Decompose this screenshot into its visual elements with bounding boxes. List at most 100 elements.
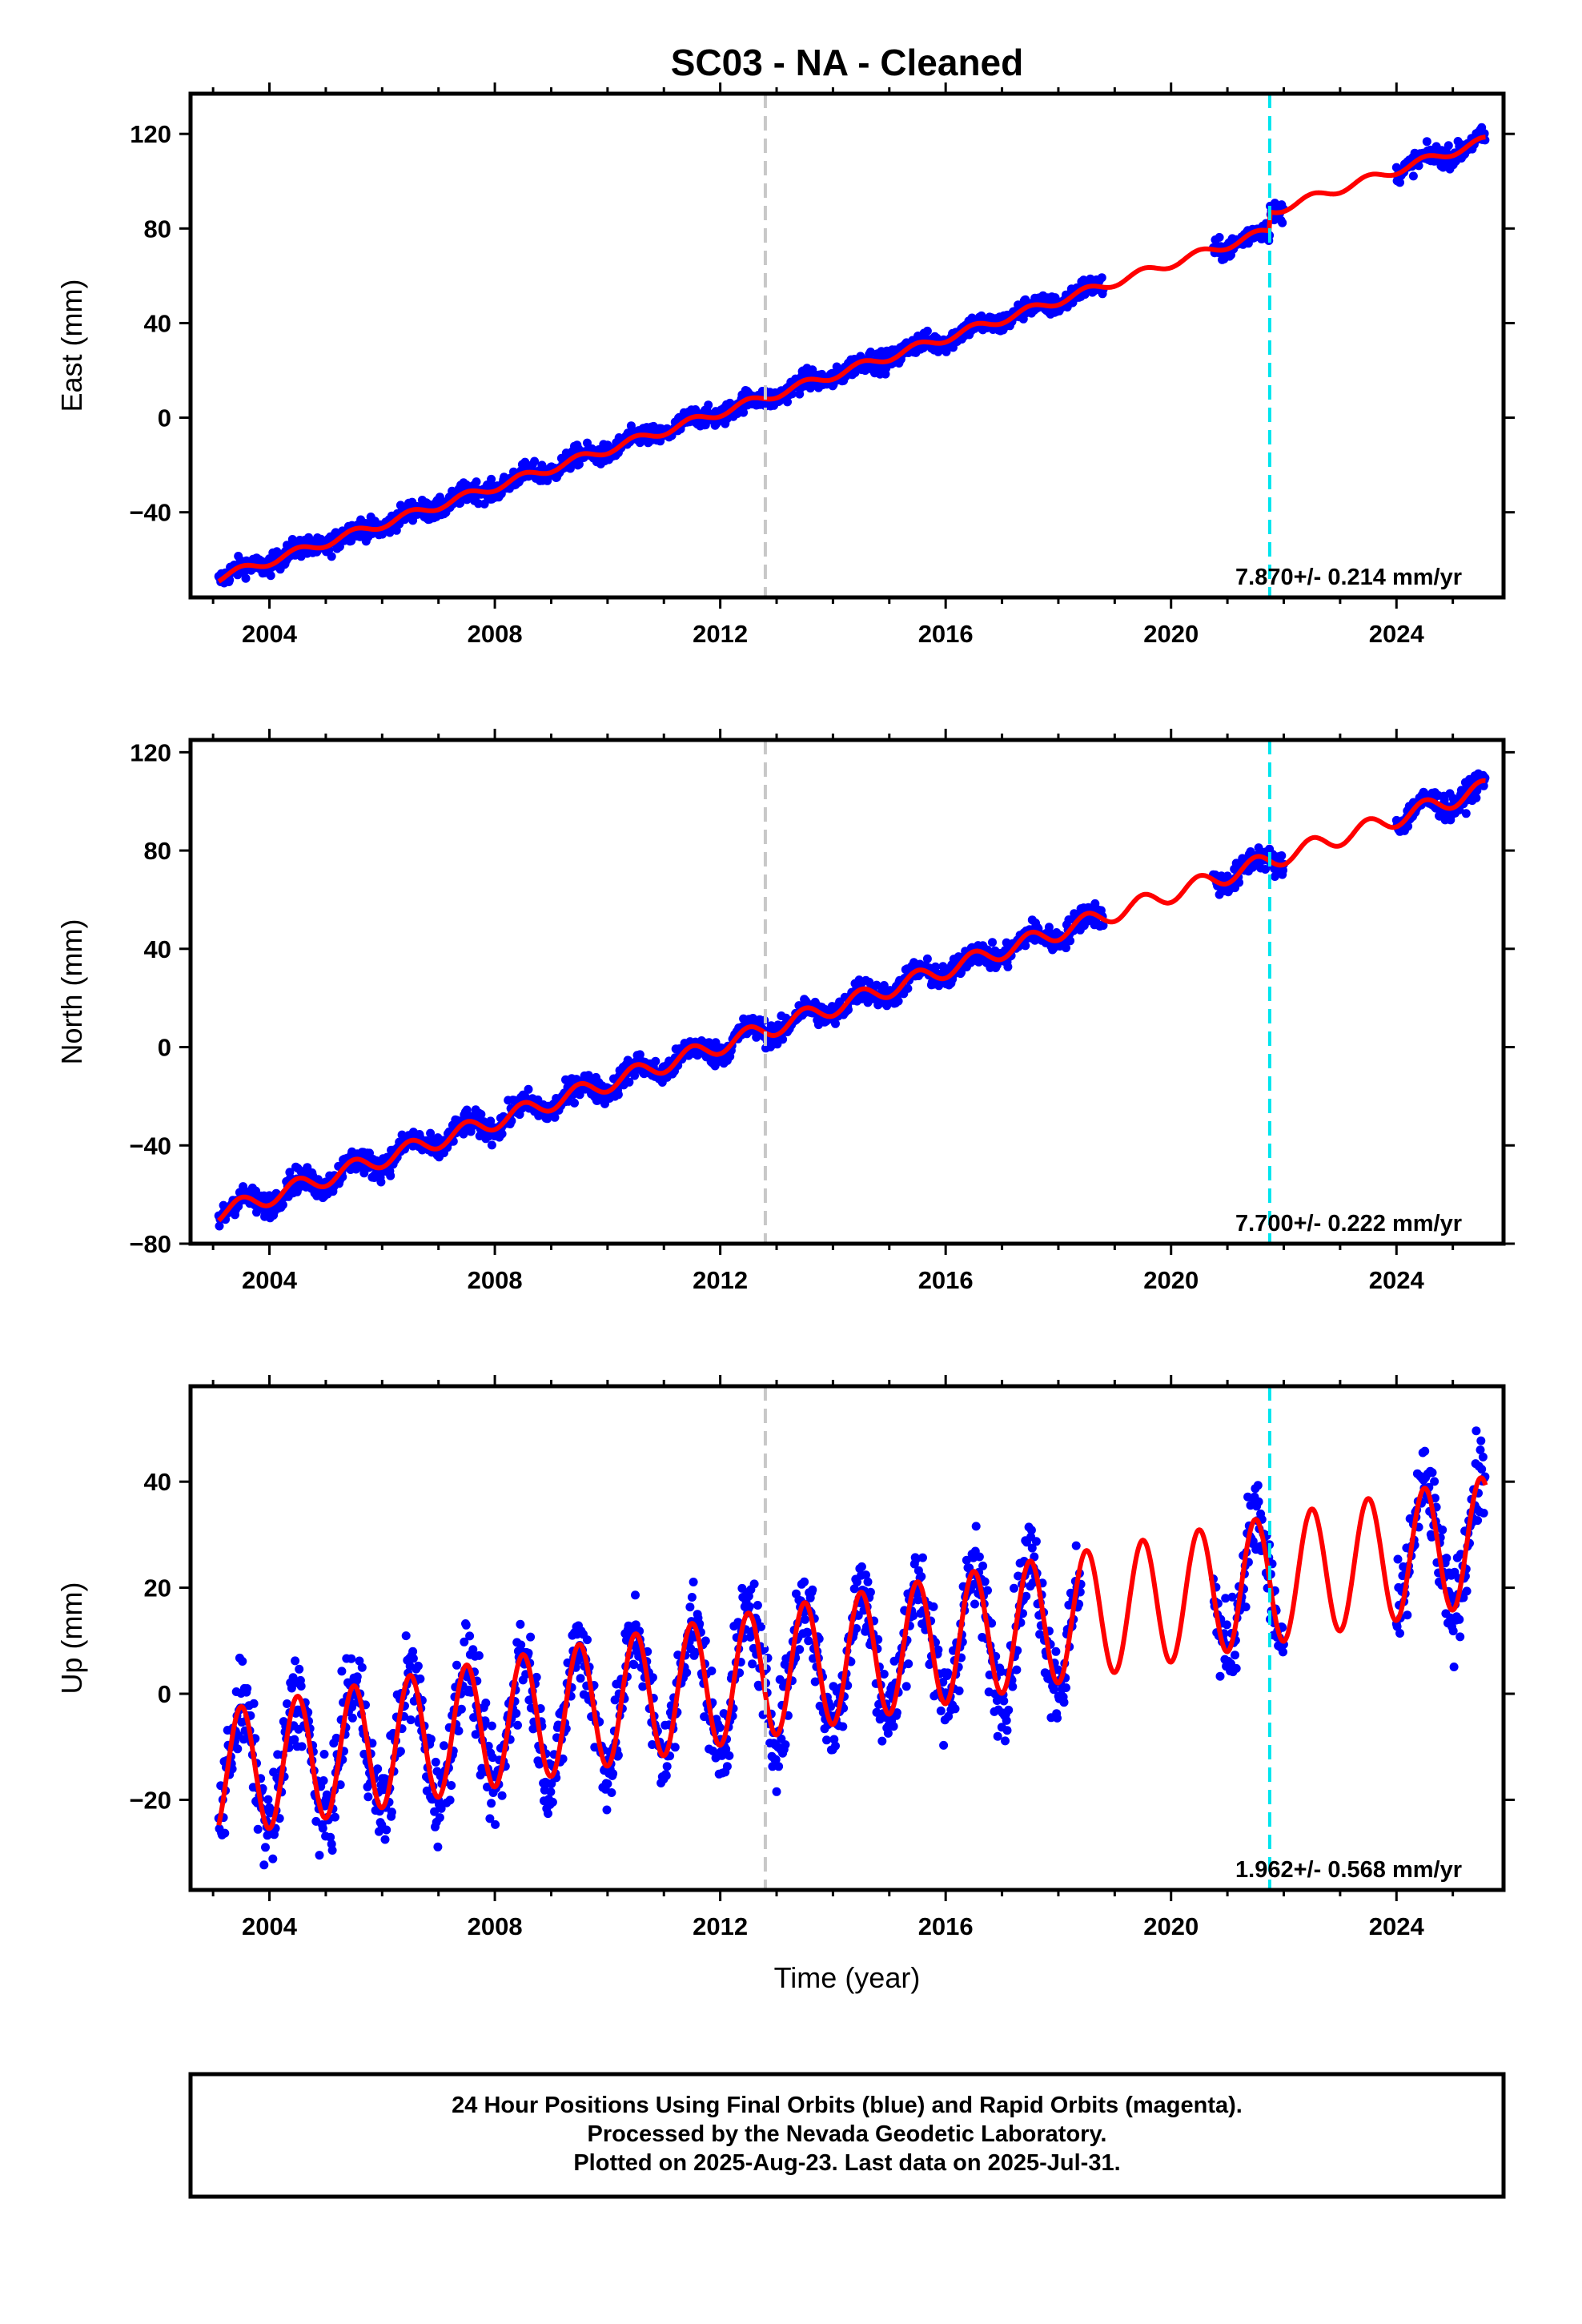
data-point bbox=[335, 1780, 345, 1790]
data-point bbox=[774, 1762, 784, 1771]
data-point bbox=[550, 1112, 560, 1122]
data-point bbox=[808, 1585, 817, 1594]
data-point bbox=[983, 1586, 992, 1595]
data-point bbox=[922, 954, 932, 963]
data-point bbox=[249, 1699, 259, 1708]
data-point bbox=[433, 1842, 443, 1852]
data-point bbox=[795, 1645, 805, 1655]
data-point bbox=[1403, 822, 1413, 831]
data-point bbox=[685, 1602, 695, 1612]
data-point bbox=[238, 1657, 247, 1666]
data-point bbox=[631, 1590, 640, 1600]
data-point bbox=[1227, 1592, 1237, 1602]
rate-label: 1.962+/- 0.568 mm/yr bbox=[1235, 1857, 1462, 1883]
data-point bbox=[1448, 1626, 1458, 1636]
data-point bbox=[544, 1809, 552, 1819]
data-point bbox=[537, 460, 547, 470]
data-point bbox=[931, 962, 940, 971]
data-point bbox=[535, 1759, 544, 1769]
data-point bbox=[380, 1835, 390, 1844]
data-point bbox=[483, 1783, 492, 1791]
data-point bbox=[745, 1602, 754, 1611]
data-point bbox=[918, 1553, 927, 1562]
data-point bbox=[988, 938, 997, 947]
data-point bbox=[748, 1659, 757, 1669]
data-point bbox=[1059, 1698, 1069, 1707]
data-point bbox=[725, 1751, 734, 1760]
y-tick-label: 0 bbox=[158, 1034, 171, 1062]
x-tick-label: 2020 bbox=[1143, 1266, 1199, 1294]
data-point bbox=[452, 1660, 461, 1670]
data-point bbox=[243, 1684, 252, 1693]
x-tick-label: 2024 bbox=[1369, 620, 1425, 648]
data-point bbox=[1420, 1446, 1430, 1456]
data-point bbox=[315, 1851, 324, 1860]
data-point bbox=[974, 1552, 984, 1562]
data-point bbox=[1008, 1682, 1018, 1691]
data-point bbox=[1408, 171, 1418, 181]
plot-area bbox=[214, 94, 1490, 597]
footer-line-2: Processed by the Nevada Geodetic Laborat… bbox=[588, 2121, 1107, 2147]
data-point bbox=[357, 1663, 367, 1672]
data-point bbox=[1231, 1663, 1241, 1673]
data-point bbox=[524, 1084, 533, 1094]
y-tick-label: 20 bbox=[144, 1574, 171, 1602]
data-point bbox=[1253, 1481, 1263, 1490]
data-point bbox=[474, 1651, 484, 1660]
data-point bbox=[1395, 1629, 1404, 1638]
data-point bbox=[278, 1200, 287, 1209]
data-point bbox=[1004, 1705, 1014, 1715]
data-point bbox=[801, 1614, 809, 1624]
chart-title: SC03 - NA - Cleaned bbox=[671, 42, 1024, 83]
data-point bbox=[1097, 273, 1106, 283]
data-point bbox=[472, 477, 481, 487]
data-point bbox=[893, 996, 903, 1006]
data-point bbox=[1235, 878, 1244, 887]
data-point bbox=[548, 1797, 557, 1807]
data-point bbox=[800, 1577, 809, 1586]
data-point bbox=[268, 1854, 278, 1864]
data-point bbox=[901, 1682, 911, 1691]
data-point bbox=[936, 1706, 946, 1715]
data-point bbox=[1449, 1663, 1459, 1671]
data-point bbox=[331, 1812, 339, 1822]
data-point bbox=[701, 1636, 710, 1646]
data-point bbox=[413, 1661, 423, 1671]
data-point bbox=[1395, 178, 1404, 187]
data-point bbox=[396, 1747, 405, 1756]
data-point bbox=[406, 1715, 416, 1725]
data-point bbox=[513, 1720, 522, 1730]
data-point bbox=[295, 1664, 304, 1674]
data-point bbox=[978, 1561, 988, 1570]
y-tick-label: 80 bbox=[144, 215, 171, 243]
data-point bbox=[374, 1827, 383, 1836]
data-point bbox=[1062, 943, 1070, 953]
data-point bbox=[266, 571, 275, 581]
data-point bbox=[903, 983, 913, 993]
observation-points bbox=[214, 1426, 1490, 1870]
data-point bbox=[603, 1779, 612, 1788]
data-point bbox=[376, 1177, 386, 1187]
data-point bbox=[436, 1803, 446, 1813]
data-point bbox=[497, 1129, 507, 1139]
data-point bbox=[469, 1713, 479, 1723]
data-point bbox=[1222, 1620, 1231, 1630]
data-point bbox=[259, 1860, 269, 1870]
data-point bbox=[1278, 218, 1287, 227]
data-point bbox=[532, 1672, 541, 1682]
data-point bbox=[950, 1704, 960, 1714]
data-point bbox=[347, 1703, 357, 1712]
y-axis-label: Up (mm) bbox=[55, 1582, 88, 1695]
model-curve bbox=[217, 135, 1488, 584]
data-point bbox=[215, 1221, 224, 1231]
data-point bbox=[497, 1791, 507, 1800]
data-point bbox=[570, 1098, 579, 1108]
east-panel: 2004 2008 2012 2016 2020 2024−4004080120East … bbox=[55, 82, 1515, 648]
footer-line-1: 24 Hour Positions Using Final Orbits (bl… bbox=[452, 2093, 1243, 2118]
data-point bbox=[481, 1699, 491, 1707]
data-point bbox=[460, 1637, 469, 1647]
data-point bbox=[831, 1019, 840, 1028]
data-point bbox=[922, 326, 932, 336]
y-tick-label: 80 bbox=[144, 837, 171, 865]
